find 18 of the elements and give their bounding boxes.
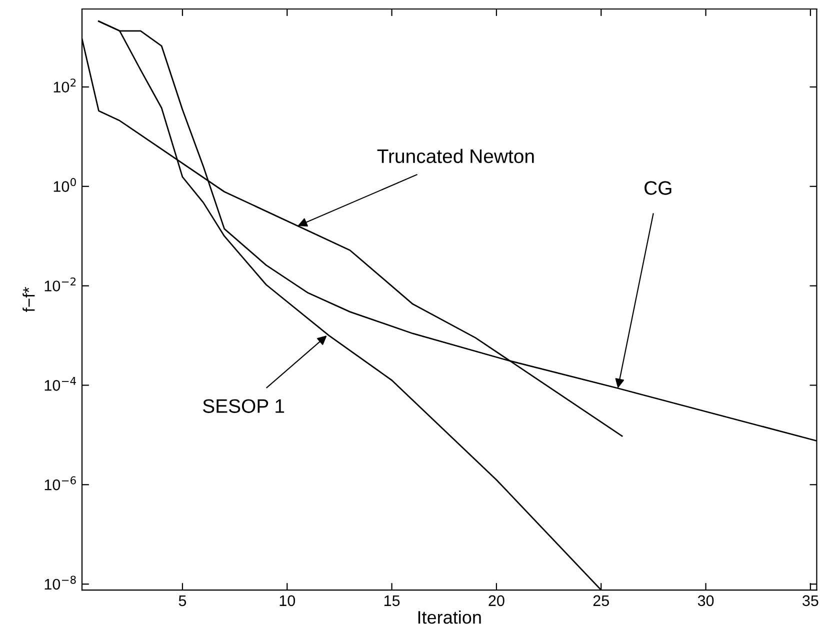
x-tick-label: 25 bbox=[593, 595, 609, 606]
x-axis-title: Iteration bbox=[418, 610, 481, 624]
y-tick-label: 10$^{−4}$ bbox=[44, 377, 76, 391]
y-tick-label: 10$^{−2}$ bbox=[44, 277, 76, 292]
annotation: SESOP 1 bbox=[203, 399, 284, 413]
annotation: Truncated Newton bbox=[377, 148, 534, 164]
x-tick-label: 35 bbox=[802, 595, 818, 606]
x-tick-label: 15 bbox=[384, 595, 400, 606]
y-tick-label: 10$^{−8}$ bbox=[44, 576, 76, 590]
annotation: CG bbox=[644, 181, 672, 195]
x-tick-label: 5 bbox=[178, 595, 186, 606]
x-tick-label: 20 bbox=[488, 595, 504, 606]
y-tick-label: 10$^{2}$ bbox=[54, 78, 76, 93]
y-tick-label: 10$^{−6}$ bbox=[44, 476, 76, 490]
y-tick-label: 10$^{0}$ bbox=[54, 178, 76, 192]
y-axis-title: f−f* bbox=[22, 287, 35, 312]
x-tick-label: 30 bbox=[698, 595, 714, 606]
x-tick-label: 10 bbox=[280, 595, 296, 606]
